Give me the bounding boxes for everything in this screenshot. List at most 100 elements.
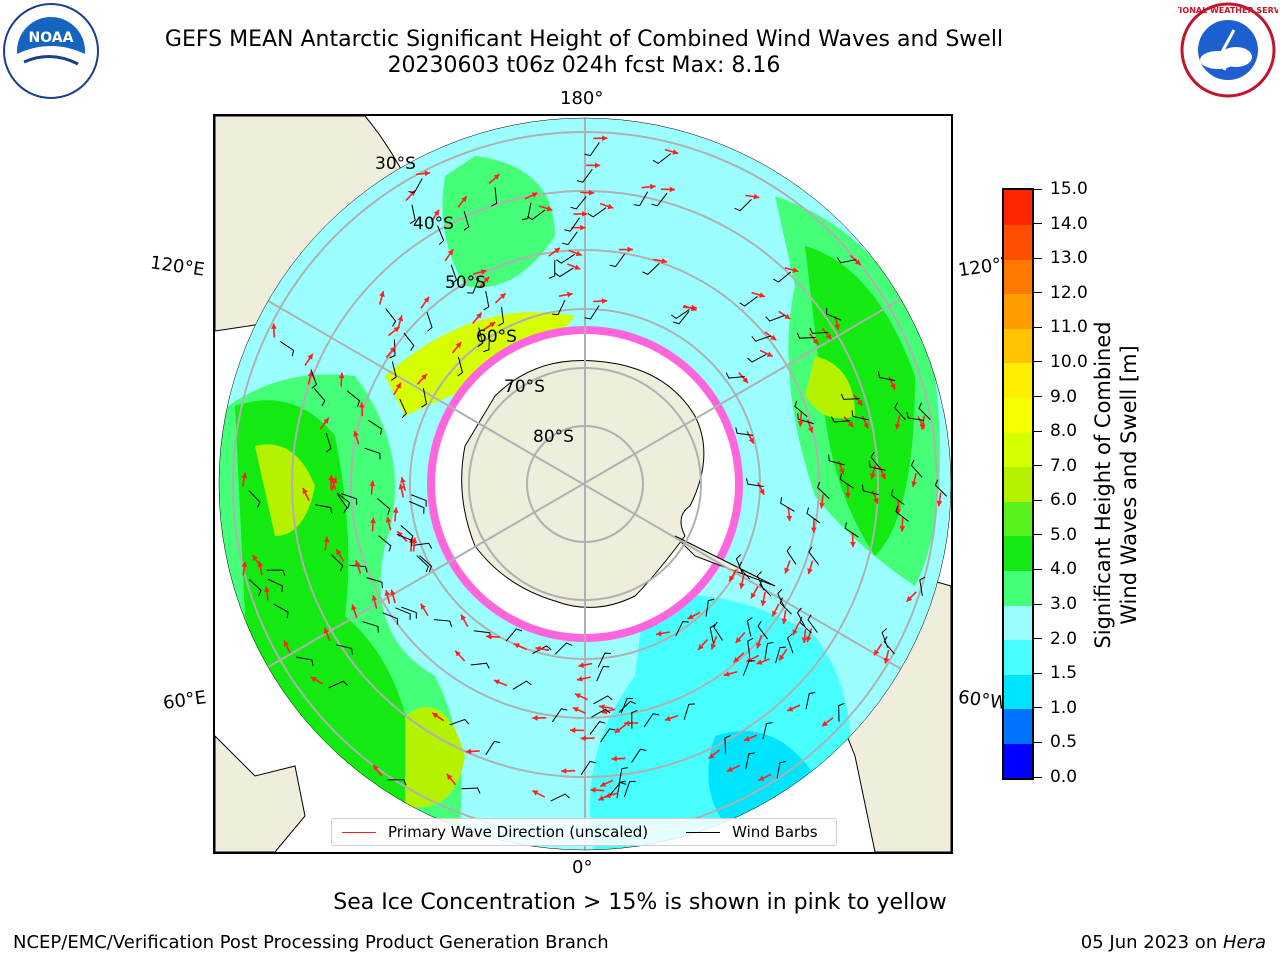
wind-barb [526,209,546,221]
wind-barb [349,564,368,573]
wave-arrow-head [735,637,742,643]
wave-arrow-head [446,773,453,780]
wind-barb [412,542,433,549]
wind-barb [485,740,501,756]
lat-label-30s: 30°S [375,154,416,174]
wind-barb [764,641,774,660]
wave-arrow-head [787,706,794,712]
wave-arrow-head [819,502,825,509]
wave-arrow-head [397,531,403,538]
wave-arrow-head [614,727,621,733]
wave-arrow-head [599,704,605,710]
map-frame: 30°S 40°S 50°S 60°S 70°S 80°S [213,114,953,854]
wave-arrow-head [421,373,427,380]
colorbar-tick-label: 10.0 [1034,353,1088,371]
wind-barb [631,709,638,729]
wind-barb [631,748,647,763]
wind-barb [861,484,879,496]
wave-arrow-head [455,650,461,657]
wave-arrow-head [854,259,861,266]
wind-barb [746,617,753,637]
wind-barb [593,695,613,705]
wind-barb [403,332,415,351]
wave-arrow-head [656,630,662,637]
wind-barb [408,178,423,194]
wave-arrow-head [758,775,765,781]
wind-barb [651,192,668,207]
wave-arrow-head [812,338,819,345]
wave-arrow-head [590,787,596,793]
wind-barb [325,432,332,453]
colorbar-tick-label: 1.0 [1034,699,1077,717]
wind-barb [673,310,690,325]
wind-barb [620,697,634,714]
wave-arrow-head [810,527,817,533]
colorbar-tick-label: 4.0 [1034,561,1077,578]
wind-barb [248,579,262,597]
wind-barb [816,481,830,499]
wind-barb [470,662,490,669]
wind-barb [335,644,353,655]
wave-arrow-head [756,659,763,665]
wave-arrow-head [570,727,576,734]
wind-barb [870,451,882,470]
wind-barb [362,621,379,633]
wind-barb [713,621,723,641]
wave-arrow-head [834,324,840,330]
wind-barb [838,702,845,722]
wave-arrow-head [574,693,581,699]
wind-barb [890,489,905,506]
wave-arrow-head [493,174,500,180]
wave-arrow-head [594,162,601,169]
wave-arrow-head [476,312,482,319]
wave-arrow-head [873,497,879,504]
wave-arrow-head [880,473,886,480]
colorbar-segment [1004,432,1032,468]
noaa-logo: NOAA [3,3,99,99]
wind-barb [776,760,786,779]
wave-arrow-head [409,190,416,197]
wave-arrow-head [687,613,694,620]
wind-barb [840,393,860,400]
colorbar-label: Significant Height of Combined Wind Wave… [1090,321,1142,648]
wind-barb [725,372,745,379]
wave-arrow-head [574,264,581,270]
wave-arrow-head [911,481,917,487]
wave-arrow-head [759,488,765,495]
wind-barb [796,332,816,339]
wave-arrow-head [370,517,376,524]
wave-arrow-head [742,377,749,384]
wave-arrow-head [283,640,289,647]
wind-barb [642,262,660,275]
wind-barb [521,202,532,221]
wave-arrow-head [825,333,832,340]
wind-barb [368,419,383,435]
wind-barb [883,636,895,655]
map-legend: Primary Wave Direction (unscaled) Wind B… [331,818,837,846]
colorbar-tick-label: 3.0 [1034,596,1077,613]
wave-arrow-head [611,755,617,762]
wave-arrow-head [906,595,913,602]
wind-barb [562,231,578,246]
wave-arrow-head [264,586,270,593]
wind-barb [643,713,660,728]
wave-arrow-head [486,633,492,640]
sea-ice-note: Sea Ice Concentration > 15% is shown in … [333,890,947,915]
wave-arrow-head [602,135,608,142]
wind-barb [296,656,314,666]
wave-arrow-head [575,250,582,257]
wind-barb [844,522,859,538]
wave-arrow-head [499,293,506,299]
wind-barb [734,199,752,212]
wave-arrow-head [310,676,317,683]
antarctic-peninsula [674,535,776,587]
colorbar-segment [1004,639,1032,675]
wind-barb [745,752,755,770]
wind-barb [378,535,392,552]
wave-arrow-head [493,679,500,685]
colorbar-segment [1004,259,1032,295]
wind-barb [419,555,433,573]
wave-arrow-head [323,627,330,634]
legend-item-wave-direction: Primary Wave Direction (unscaled) [342,823,648,841]
wind-barb [437,225,445,245]
